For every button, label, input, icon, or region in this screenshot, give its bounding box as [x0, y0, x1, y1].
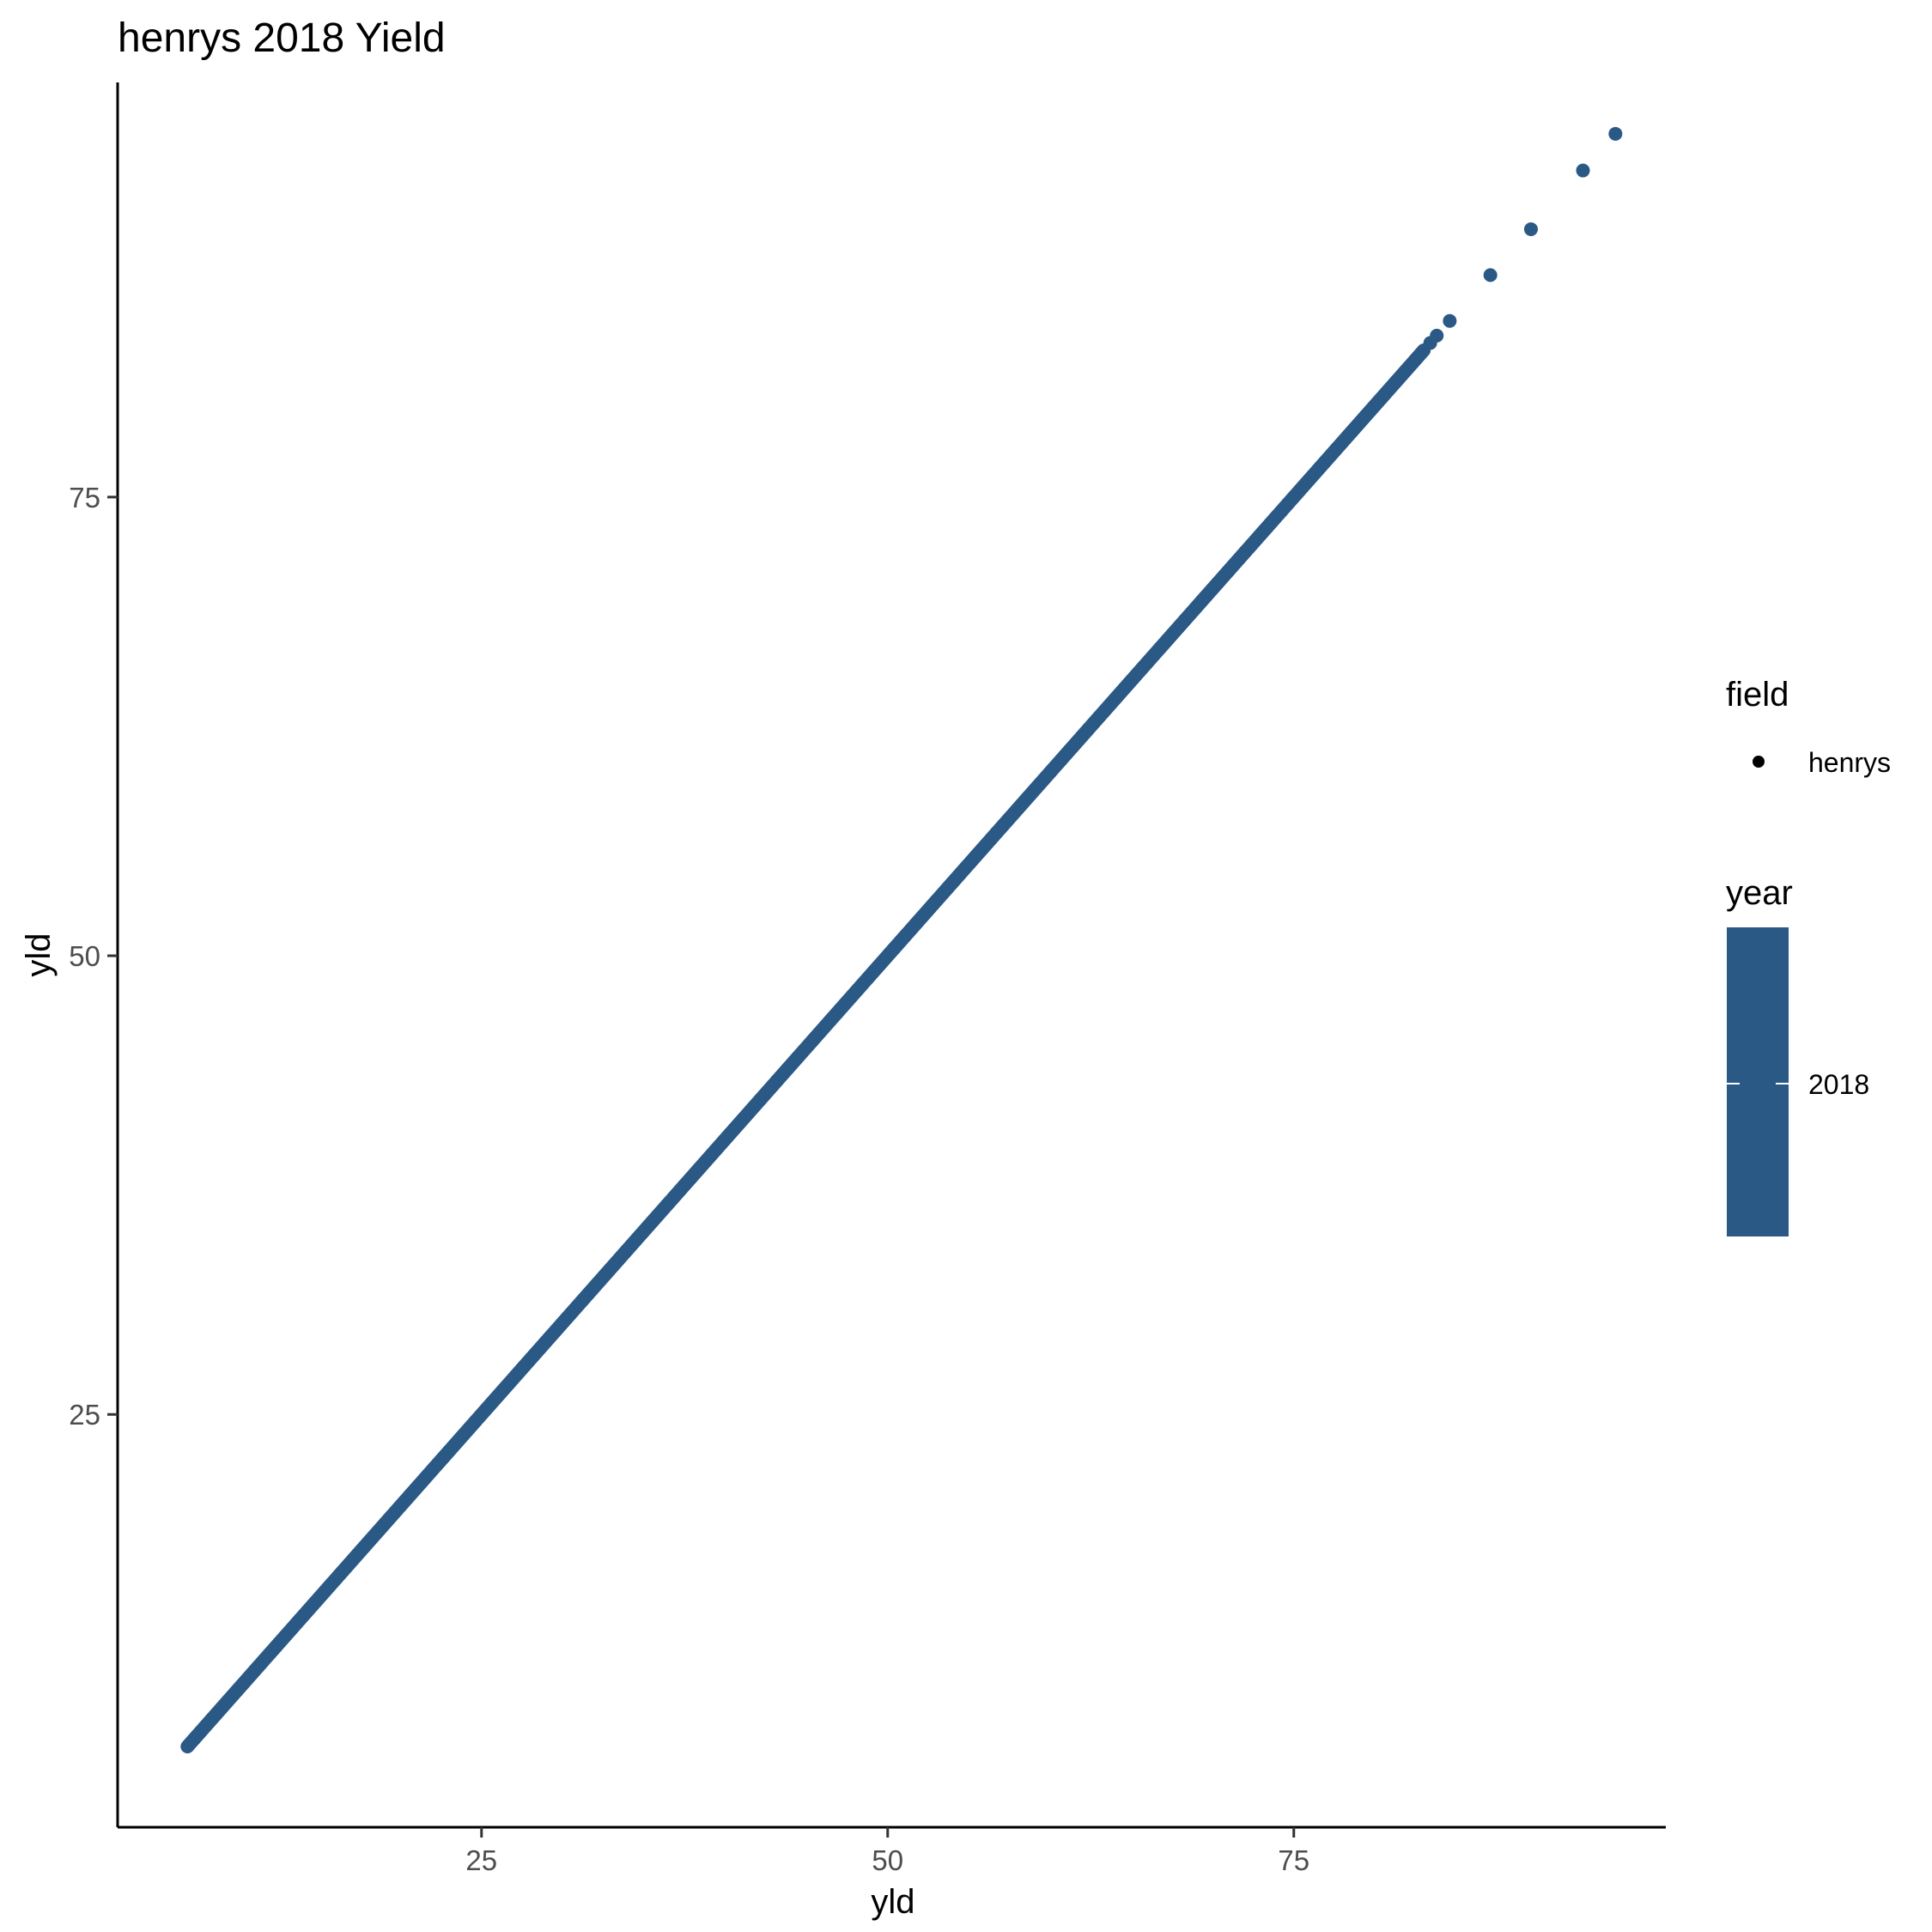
x-axis-ticks: 25 50 75 [465, 1827, 1309, 1876]
legend-year-item-2018: 2018 [1808, 1069, 1869, 1100]
data-point [1443, 313, 1457, 328]
y-tick-label: 50 [69, 940, 100, 972]
y-axis-label: yld [20, 933, 58, 976]
legend-field-title: field [1726, 676, 1789, 714]
data-point [1523, 222, 1538, 236]
data-point [1608, 126, 1623, 141]
data-points [180, 126, 1623, 1753]
legend: field henrys year 2018 [1726, 676, 1891, 1236]
x-tick-label: 50 [872, 1844, 903, 1876]
x-tick-label: 25 [465, 1844, 497, 1876]
y-tick-label: 75 [69, 482, 100, 513]
legend-field-key-point [1753, 756, 1765, 768]
y-tick-label: 25 [69, 1399, 100, 1431]
x-axis-label: yld [871, 1883, 914, 1921]
x-tick-label: 75 [1278, 1844, 1309, 1876]
y-axis-ticks: 25 50 75 [69, 482, 118, 1431]
legend-year-title: year [1726, 874, 1793, 912]
data-point [1576, 163, 1590, 178]
chart-title: henrys 2018 Yield [118, 15, 446, 61]
legend-year-colorbar [1727, 927, 1789, 1236]
data-point [1483, 268, 1498, 283]
data-point [1430, 328, 1444, 343]
legend-field-item-henrys: henrys [1808, 747, 1891, 778]
